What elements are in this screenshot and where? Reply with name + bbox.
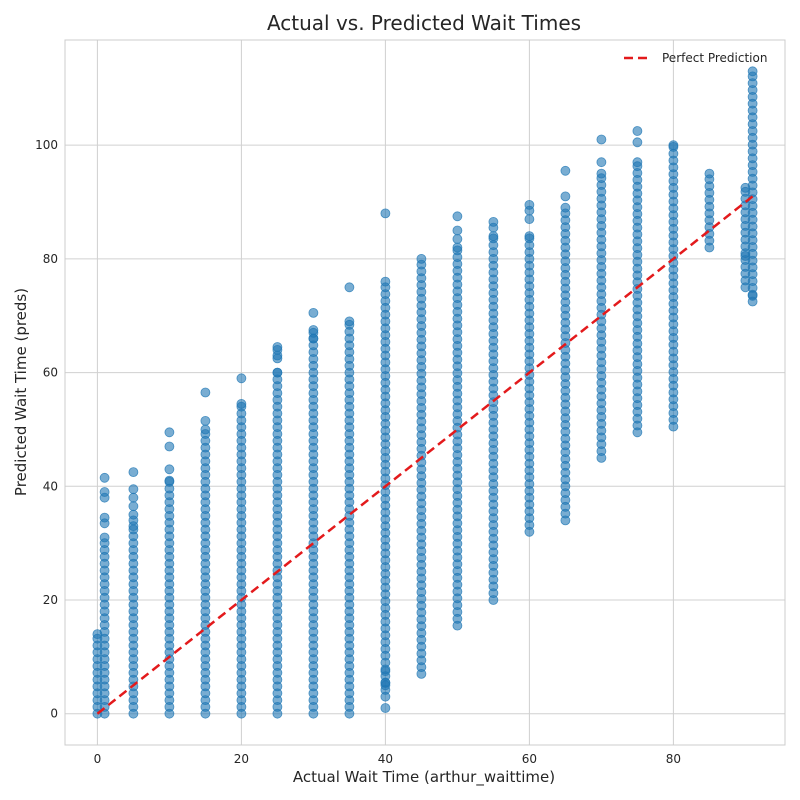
data-point — [344, 316, 355, 327]
y-tick-label: 100 — [35, 138, 58, 152]
data-point — [272, 342, 283, 352]
data-point — [128, 484, 139, 495]
data-point — [632, 157, 643, 168]
x-tick-label: 80 — [666, 752, 681, 766]
x-tick-label: 20 — [234, 752, 249, 766]
data-point — [632, 126, 643, 136]
data-point — [747, 290, 758, 301]
data-point — [200, 424, 211, 435]
x-axis-label: Actual Wait Time (arthur_waittime) — [293, 768, 555, 787]
data-point — [452, 234, 463, 244]
data-point — [99, 512, 110, 523]
data-point — [308, 325, 319, 335]
data-point — [704, 168, 715, 179]
x-tick-label: 60 — [522, 752, 537, 766]
data-point — [560, 191, 571, 202]
data-point — [560, 202, 571, 213]
data-point — [747, 66, 758, 77]
data-points — [92, 66, 758, 719]
data-point — [164, 427, 175, 438]
y-tick-label: 0 — [50, 707, 58, 721]
data-point — [488, 231, 499, 242]
data-point — [344, 282, 355, 293]
data-point — [236, 398, 247, 409]
data-point — [524, 199, 535, 210]
data-point — [272, 367, 283, 378]
data-point — [128, 509, 139, 520]
data-point — [99, 532, 110, 543]
data-point — [596, 168, 607, 179]
data-point — [380, 666, 391, 676]
data-point — [668, 140, 679, 151]
y-axis-label: Predicted Wait Time (preds) — [12, 288, 30, 496]
data-point — [524, 214, 535, 225]
data-point — [524, 231, 535, 242]
x-tick-label: 0 — [94, 752, 102, 766]
data-point — [416, 253, 427, 264]
data-point — [380, 276, 391, 287]
y-tick-label: 20 — [43, 593, 58, 607]
data-point — [596, 157, 607, 168]
legend: Perfect Prediction — [624, 51, 767, 65]
data-point — [99, 487, 110, 497]
y-tick-label: 60 — [43, 366, 58, 380]
data-point — [236, 373, 247, 384]
data-point — [488, 216, 499, 227]
legend-entry-perfect-prediction: Perfect Prediction — [662, 51, 767, 65]
data-point — [200, 387, 211, 398]
y-tick-label: 40 — [43, 479, 58, 493]
data-point — [380, 208, 391, 219]
tick-labels: 0 20 40 60 80 0 20 40 60 80 100 — [35, 138, 681, 766]
x-tick-label: 40 — [378, 752, 393, 766]
data-point — [164, 475, 175, 486]
data-point — [200, 415, 211, 426]
data-point — [164, 464, 175, 475]
chart-title: Actual vs. Predicted Wait Times — [267, 11, 581, 35]
data-point — [99, 472, 110, 483]
data-point — [128, 467, 139, 478]
data-point — [452, 225, 463, 236]
data-point — [380, 703, 391, 713]
y-tick-label: 80 — [43, 252, 58, 266]
data-point — [308, 307, 319, 318]
data-point — [128, 492, 139, 503]
data-point — [380, 677, 391, 688]
data-point — [452, 242, 463, 253]
data-point — [128, 501, 139, 512]
plot-frame — [64, 39, 786, 746]
data-point — [632, 137, 643, 148]
data-point — [452, 211, 463, 222]
data-point — [164, 441, 175, 452]
data-point — [560, 165, 571, 176]
data-point — [596, 134, 607, 145]
